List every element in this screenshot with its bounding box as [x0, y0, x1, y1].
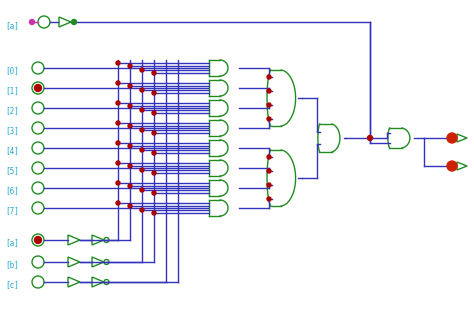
Circle shape	[29, 19, 35, 25]
Circle shape	[152, 91, 156, 95]
Circle shape	[128, 64, 132, 68]
Circle shape	[267, 183, 271, 187]
Circle shape	[140, 208, 144, 212]
Circle shape	[116, 181, 120, 185]
Circle shape	[128, 124, 132, 128]
Text: [5]: [5]	[5, 167, 19, 175]
Circle shape	[116, 61, 120, 65]
Circle shape	[128, 104, 132, 108]
Circle shape	[152, 191, 156, 195]
Circle shape	[140, 168, 144, 172]
Circle shape	[128, 84, 132, 88]
Circle shape	[140, 68, 144, 72]
Circle shape	[267, 169, 271, 173]
Circle shape	[267, 89, 271, 93]
Text: [4]: [4]	[5, 147, 19, 155]
Circle shape	[447, 133, 457, 143]
Circle shape	[35, 236, 42, 243]
Circle shape	[116, 141, 120, 145]
Circle shape	[116, 161, 120, 165]
Circle shape	[35, 85, 42, 92]
Circle shape	[152, 111, 156, 115]
Circle shape	[116, 121, 120, 125]
Text: [a]: [a]	[5, 238, 19, 248]
Circle shape	[72, 19, 76, 25]
Text: [2]: [2]	[5, 107, 19, 115]
Text: [0]: [0]	[5, 67, 19, 75]
Circle shape	[447, 161, 457, 171]
Circle shape	[128, 184, 132, 188]
Circle shape	[128, 144, 132, 148]
Circle shape	[267, 197, 271, 201]
Circle shape	[267, 155, 271, 159]
Circle shape	[267, 103, 271, 107]
Text: [6]: [6]	[5, 187, 19, 195]
Circle shape	[152, 171, 156, 175]
Circle shape	[116, 201, 120, 205]
Circle shape	[140, 188, 144, 192]
Text: [a]: [a]	[5, 22, 19, 31]
Circle shape	[367, 135, 373, 140]
Circle shape	[128, 204, 132, 208]
Text: [c]: [c]	[5, 280, 19, 290]
Circle shape	[267, 117, 271, 121]
Circle shape	[267, 75, 271, 79]
Text: [7]: [7]	[5, 207, 19, 215]
Text: [b]: [b]	[5, 260, 19, 270]
Circle shape	[128, 164, 132, 168]
Text: [3]: [3]	[5, 127, 19, 135]
Circle shape	[152, 71, 156, 75]
Text: [1]: [1]	[5, 87, 19, 95]
Circle shape	[116, 101, 120, 105]
Circle shape	[152, 151, 156, 155]
Circle shape	[140, 128, 144, 132]
Circle shape	[152, 211, 156, 215]
Circle shape	[152, 131, 156, 135]
Circle shape	[140, 108, 144, 112]
Circle shape	[140, 88, 144, 92]
Circle shape	[116, 81, 120, 85]
Circle shape	[140, 148, 144, 152]
